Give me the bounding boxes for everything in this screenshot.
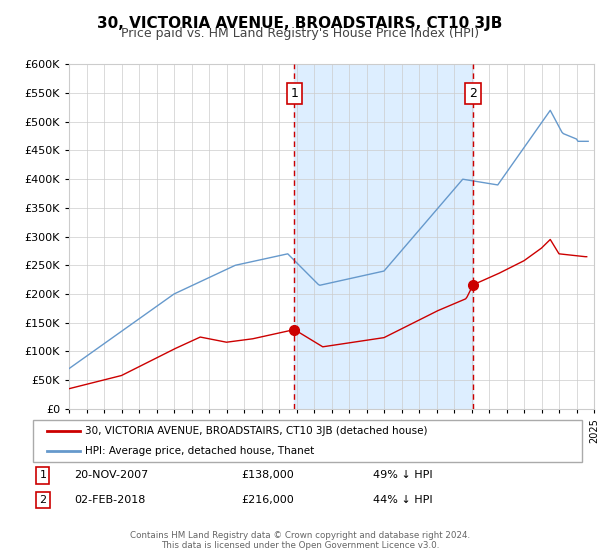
Text: 30, VICTORIA AVENUE, BROADSTAIRS, CT10 3JB (detached house): 30, VICTORIA AVENUE, BROADSTAIRS, CT10 3… — [85, 426, 428, 436]
Text: 44% ↓ HPI: 44% ↓ HPI — [373, 495, 433, 505]
FancyBboxPatch shape — [33, 420, 582, 462]
Text: £216,000: £216,000 — [242, 495, 295, 505]
Text: Price paid vs. HM Land Registry's House Price Index (HPI): Price paid vs. HM Land Registry's House … — [121, 27, 479, 40]
Text: 1: 1 — [40, 470, 46, 480]
Bar — [295, 64, 473, 409]
Text: 2: 2 — [40, 495, 46, 505]
Text: 02-FEB-2018: 02-FEB-2018 — [74, 495, 146, 505]
Text: HPI: Average price, detached house, Thanet: HPI: Average price, detached house, Than… — [85, 446, 314, 456]
Text: 1: 1 — [290, 87, 298, 100]
Text: 49% ↓ HPI: 49% ↓ HPI — [373, 470, 433, 480]
Text: Contains HM Land Registry data © Crown copyright and database right 2024.
This d: Contains HM Land Registry data © Crown c… — [130, 530, 470, 550]
Text: 20-NOV-2007: 20-NOV-2007 — [74, 470, 148, 480]
Text: £138,000: £138,000 — [242, 470, 295, 480]
Text: 30, VICTORIA AVENUE, BROADSTAIRS, CT10 3JB: 30, VICTORIA AVENUE, BROADSTAIRS, CT10 3… — [97, 16, 503, 31]
Text: 2: 2 — [469, 87, 477, 100]
